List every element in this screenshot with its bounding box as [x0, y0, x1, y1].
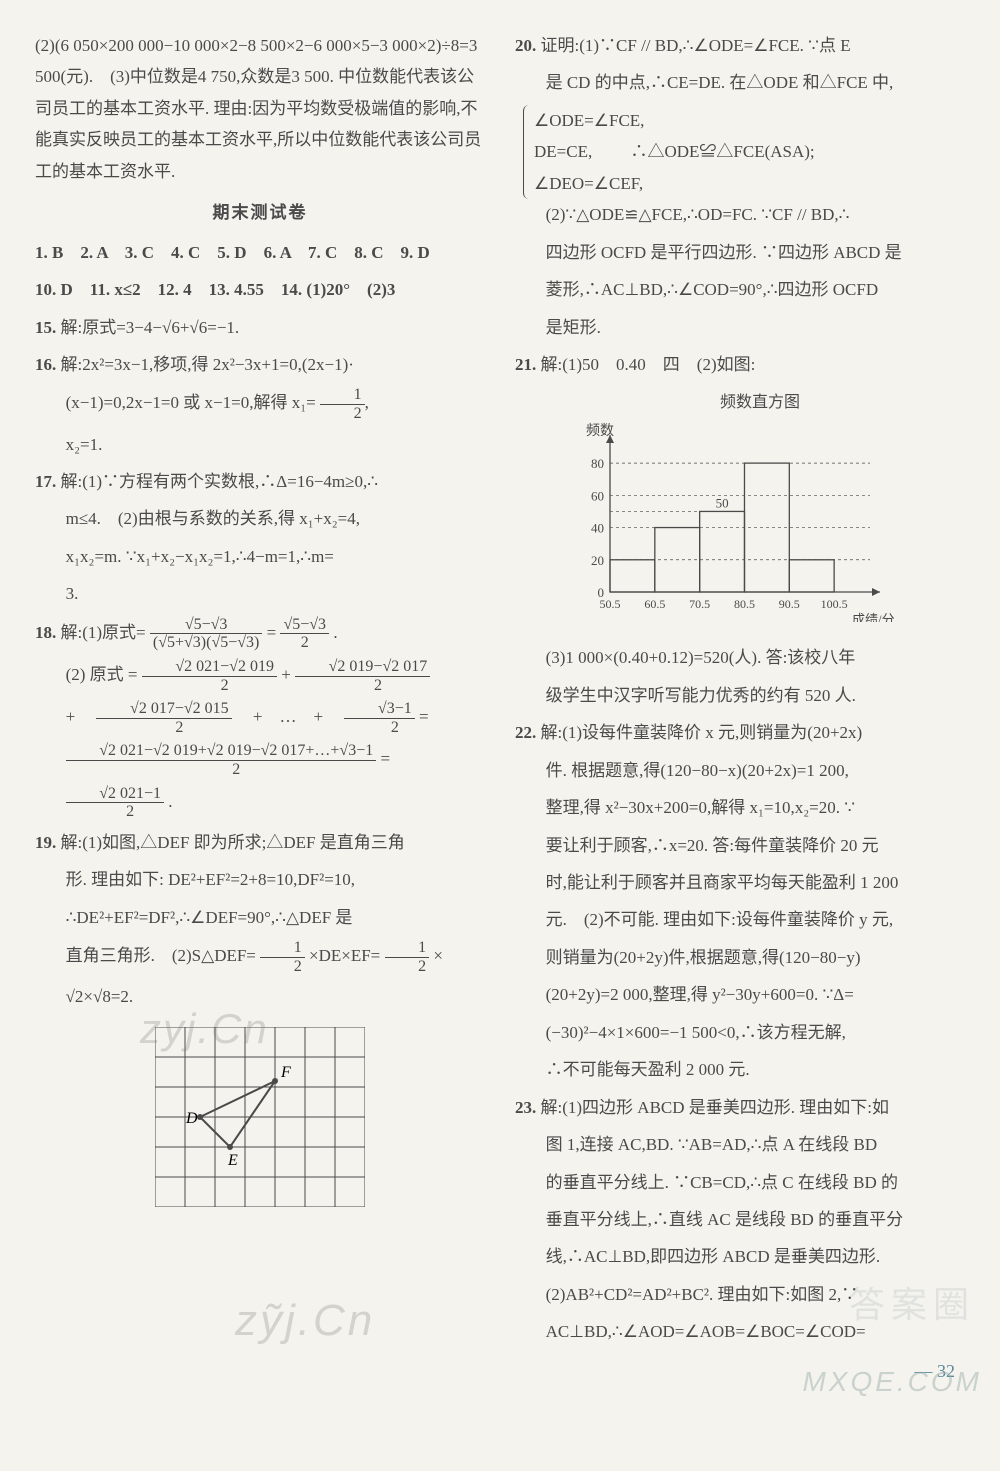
- section-title: 期末测试卷: [35, 197, 485, 228]
- q17-line1: 17. 解:(1)∵方程有两个实数根,∴Δ=16−4m≥0,∴: [35, 466, 485, 497]
- svg-text:50.5: 50.5: [600, 597, 621, 611]
- svg-text:80.5: 80.5: [734, 597, 755, 611]
- q20-line3: (2)∵△ODE≌△FCE,∴OD=FC. ∵CF // BD,∴: [515, 199, 965, 230]
- fraction: √2 021−√2 019 2: [142, 658, 277, 694]
- svg-text:100.5: 100.5: [821, 597, 848, 611]
- q21-line1: 21. 解:(1)50 0.40 四 (2)如图:: [515, 349, 965, 380]
- svg-text:70.5: 70.5: [689, 597, 710, 611]
- histogram: 频数直方图 020406080频数5050.560.570.580.590.51…: [555, 388, 965, 632]
- q18-line3: + √2 017−√2 015 2 + … + √3−1 2 =: [35, 700, 485, 736]
- q22-line: (−30)²−4×1×600=−1 500<0,∴该方程无解,: [515, 1017, 965, 1048]
- q19-line2: 形. 理由如下: DE²+EF²=2+8=10,DF²=10,: [35, 864, 485, 895]
- brace-system: ∠ODE=∠FCE, DE=CE, ∴△ODE≌△FCE(ASA); ∠DEO=…: [523, 105, 965, 199]
- corner-watermark-icon: MXQE.COM: [802, 1356, 982, 1408]
- svg-text:E: E: [227, 1152, 238, 1169]
- q23-line1: 23. 解:(1)四边形 ABCD 是垂美四边形. 理由如下:如: [515, 1092, 965, 1123]
- q19-line4: 直角三角形. (2)S△DEF= 1 2 ×DE×EF= 1 2 ×: [35, 939, 485, 975]
- q-label: 22.: [515, 723, 536, 742]
- q23-line: 的垂直平分线上. ∵CB=CD,∴点 C 在线段 BD 的: [515, 1167, 965, 1198]
- q18-line2: (2) 原式 = √2 021−√2 019 2 + √2 019−√2 017…: [35, 658, 485, 694]
- fraction: √5−√3 2: [280, 616, 329, 652]
- svg-text:80: 80: [591, 456, 604, 471]
- q-label: 19.: [35, 833, 56, 852]
- q-label: 15.: [35, 318, 56, 337]
- q18-line5: √2 021−1 2 .: [35, 785, 485, 821]
- q20-line4: 四边形 OCFD 是平行四边形. ∵四边形 ABCD 是: [515, 237, 965, 268]
- fraction: √5−√3 (√5+√3)(√5−√3): [150, 616, 262, 652]
- q-label: 20.: [515, 36, 536, 55]
- q23-line: 线,∴AC⊥BD,即四边形 ABCD 是垂美四边形.: [515, 1241, 965, 1272]
- q22-line: 元. (2)不可能. 理由如下:设每件童装降价 y 元,: [515, 904, 965, 935]
- fraction: √3−1 2: [344, 700, 414, 736]
- q18-line1: 18. 解:(1)原式= √5−√3 (√5+√3)(√5−√3) = √5−√…: [35, 616, 485, 652]
- q20-line6: 是矩形.: [515, 312, 965, 343]
- left-column: (2)(6 050×200 000−10 000×2−8 500×2−6 000…: [35, 30, 485, 1354]
- q-label: 18.: [35, 623, 56, 642]
- q19-line1: 19. 解:(1)如图,△DEF 即为所求;△DEF 是直角三角: [35, 827, 485, 858]
- q22-line: (20+2y)=2 000,整理,得 y²−30y+600=0. ∵Δ=: [515, 979, 965, 1010]
- fraction: √2 019−√2 017 2: [295, 658, 430, 694]
- svg-text:频数: 频数: [586, 423, 614, 439]
- svg-text:20: 20: [591, 553, 604, 568]
- q22-line: ∴不可能每天盈利 2 000 元.: [515, 1054, 965, 1085]
- q17-line2: m≤4. (2)由根与系数的关系,得 x₁+x₂=4,: [35, 503, 485, 534]
- svg-text:60: 60: [591, 488, 604, 503]
- fraction: √2 021−√2 019+√2 019−√2 017+…+√3−1 2: [66, 742, 377, 778]
- q16-line1: 16. 解:2x²=3x−1,移项,得 2x²−3x+1=0,(2x−1)·: [35, 349, 485, 380]
- svg-text:90.5: 90.5: [779, 597, 800, 611]
- svg-text:50: 50: [716, 495, 729, 510]
- svg-text:60.5: 60.5: [644, 597, 665, 611]
- q22-line: 时,能让利于顾客并且商家平均每天能盈利 1 200: [515, 867, 965, 898]
- q18-line4: √2 021−√2 019+√2 019−√2 017+…+√3−1 2 =: [35, 742, 485, 778]
- svg-text:F: F: [280, 1064, 291, 1081]
- q-label: 21.: [515, 355, 536, 374]
- q22-line: 则销量为(20+2y)件,根据题意,得(120−80−y): [515, 942, 965, 973]
- q22-line1: 22. 解:(1)设每件童装降价 x 元,则销量为(20+2x): [515, 717, 965, 748]
- q22-line: 整理,得 x²−30x+200=0,解得 x₁=10,x₂=20. ∵: [515, 792, 965, 823]
- q23-line: 垂直平分线上,∴直线 AC 是线段 BD 的垂直平分: [515, 1204, 965, 1235]
- paragraph: (2)(6 050×200 000−10 000×2−8 500×2−6 000…: [35, 30, 485, 187]
- q16-line2: (x−1)=0,2x−1=0 或 x−1=0,解得 x₁= 1 2 ,: [35, 386, 485, 422]
- q20-line5: 菱形,∴AC⊥BD,∴∠COD=90°,∴四边形 OCFD: [515, 274, 965, 305]
- q-label: 16.: [35, 355, 56, 374]
- fraction: 1 2: [260, 939, 305, 975]
- q17-line4: 3.: [35, 578, 485, 609]
- q15: 15. 解:原式=3−4−√6+√6=−1.: [35, 312, 485, 343]
- triangle-grid-figure: D E F: [155, 1027, 365, 1217]
- right-column: 20. 证明:(1)∵CF // BD,∴∠ODE=∠FCE. ∵点 E 是 C…: [515, 30, 965, 1354]
- q19-line3: ∴DE²+EF²=DF²,∴∠DEF=90°,∴△DEF 是: [35, 902, 485, 933]
- page-number: — 32: [915, 1355, 956, 1388]
- svg-text:D: D: [185, 1110, 198, 1127]
- fraction: √2 017−√2 015 2: [96, 700, 231, 736]
- answer-row: 10. D 11. x≤2 12. 4 13. 4.55 14. (1)20° …: [35, 274, 485, 305]
- chart-title: 频数直方图: [555, 388, 965, 418]
- answer-row: 1. B 2. A 3. C 4. C 5. D 6. A 7. C 8. C …: [35, 237, 485, 268]
- q-label: 17.: [35, 472, 56, 491]
- q17-line3: x₁x₂=m. ∵x₁+x₂−x₁x₂=1,∴4−m=1,∴m=: [35, 541, 485, 572]
- q16-line3: x₂=1.: [35, 429, 485, 460]
- svg-text:40: 40: [591, 521, 604, 536]
- q20-line2: 是 CD 的中点,∴CE=DE. 在△ODE 和△FCE 中,: [515, 67, 965, 98]
- q23-line: (2)AB²+CD²=AD²+BC². 理由如下:如图 2,∵: [515, 1279, 965, 1310]
- q22-line: 要让利于顾客,∴x=20. 答:每件童装降价 20 元: [515, 830, 965, 861]
- q20-line1: 20. 证明:(1)∵CF // BD,∴∠ODE=∠FCE. ∵点 E: [515, 30, 965, 61]
- q23-line: 图 1,连接 AC,BD. ∵AB=AD,∴点 A 在线段 BD: [515, 1129, 965, 1160]
- fraction: 1 2: [320, 386, 365, 422]
- q21-line2: (3)1 000×(0.40+0.12)=520(人). 答:该校八年: [515, 642, 965, 673]
- q23-line: AC⊥BD,∴∠AOD=∠AOB=∠BOC=∠COD=: [515, 1316, 965, 1347]
- fraction: 1 2: [385, 939, 430, 975]
- fraction: √2 021−1 2: [66, 785, 164, 821]
- q22-line: 件. 根据题意,得(120−80−x)(20+2x)=1 200,: [515, 755, 965, 786]
- q-label: 23.: [515, 1098, 536, 1117]
- q21-line3: 级学生中汉字听写能力优秀的约有 520 人.: [515, 680, 965, 711]
- q19-line5: √2×√8=2.: [35, 981, 485, 1012]
- svg-text:成绩/分: 成绩/分: [852, 612, 895, 622]
